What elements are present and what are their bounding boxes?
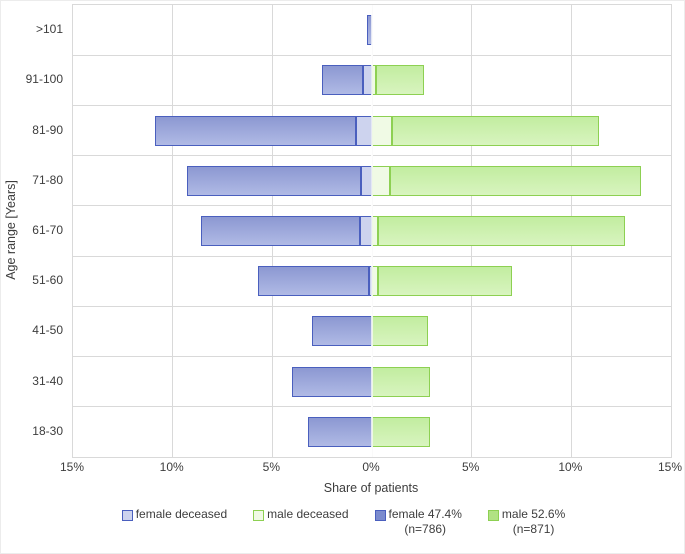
female-deceased-bar [356,115,372,146]
male-bar-group [372,115,600,146]
male-bar-group [372,266,512,297]
female-bar [292,366,372,397]
female-bar [258,266,370,297]
x-axis-title: Share of patients [323,481,419,495]
male-bar-group [372,416,430,447]
male-bar [372,416,430,447]
female-swatch-icon [374,510,386,521]
x-tick-label: 0% [362,460,380,474]
legend-text: male 52.6% (n=871) [502,507,565,537]
legend-text: male deceased [267,507,348,522]
female-bar [308,416,372,447]
female-bar-group [154,115,372,146]
female-bar [186,165,362,196]
male-bar-group [372,366,430,397]
male-deceased-bar [372,115,392,146]
x-tick-label: 15% [59,460,85,474]
legend-item-female: female 47.4% (n=786) [374,507,462,537]
female-deceased-swatch-icon [121,510,133,521]
category-label: 61-70 [32,222,63,237]
category-label: >101 [35,22,63,37]
legend-item-male: male 52.6% (n=871) [487,507,565,537]
legend-label: female 47.4% [388,507,462,521]
female-bar-group [292,366,372,397]
category-label: 18-30 [32,423,63,438]
male-bar [391,115,600,146]
legend-label: male 52.6% [501,507,566,521]
legend-label: female deceased [135,507,228,521]
legend-sublabel: (n=786) [404,522,447,536]
x-tick-label: 15% [657,460,683,474]
male-bar [389,165,642,196]
male-bar [377,266,512,297]
male-bar [372,316,428,347]
male-bar [372,366,430,397]
legend: female deceased male deceased female 47.4%… [1,507,684,537]
zero-axis-line [371,5,373,457]
female-bar-group [200,216,372,246]
male-swatch-icon [487,510,499,521]
male-bar-group [372,216,626,246]
male-bar [377,216,626,246]
female-bar [200,216,361,246]
x-tick-label: 10% [159,460,184,474]
plot-area [72,4,672,458]
female-bar [154,115,357,146]
x-tick-label: 5% [262,460,280,474]
legend-item-female-deceased: female deceased [121,507,227,537]
female-bar-group [258,266,372,297]
female-bar [322,65,364,96]
x-tick-label: 10% [558,460,583,474]
male-deceased-bar [372,165,390,196]
category-label: 91-100 [25,72,63,87]
female-bar [312,316,372,347]
male-bar-group [372,165,642,196]
legend-text: female 47.4% (n=786) [389,507,462,537]
male-bar-group [372,316,428,347]
legend-sublabel: (n=871) [512,522,555,536]
category-label: 81-90 [32,122,63,137]
category-label: 51-60 [32,273,63,288]
category-label: 31-40 [32,373,63,388]
female-bar-group [308,416,372,447]
male-bar-group [372,65,424,96]
category-label: 71-80 [32,172,63,187]
female-bar-group [186,165,372,196]
legend-label: male deceased [267,507,349,521]
male-bar [375,65,424,96]
category-label: 41-50 [32,323,63,338]
x-tick-label: 5% [461,460,480,474]
gridline-vertical [172,5,174,457]
legend-item-male-deceased: male deceased [253,507,349,537]
legend-text: female deceased [136,507,227,522]
female-bar-group [312,316,372,347]
male-deceased-swatch-icon [253,510,265,521]
female-bar-group [322,65,372,96]
